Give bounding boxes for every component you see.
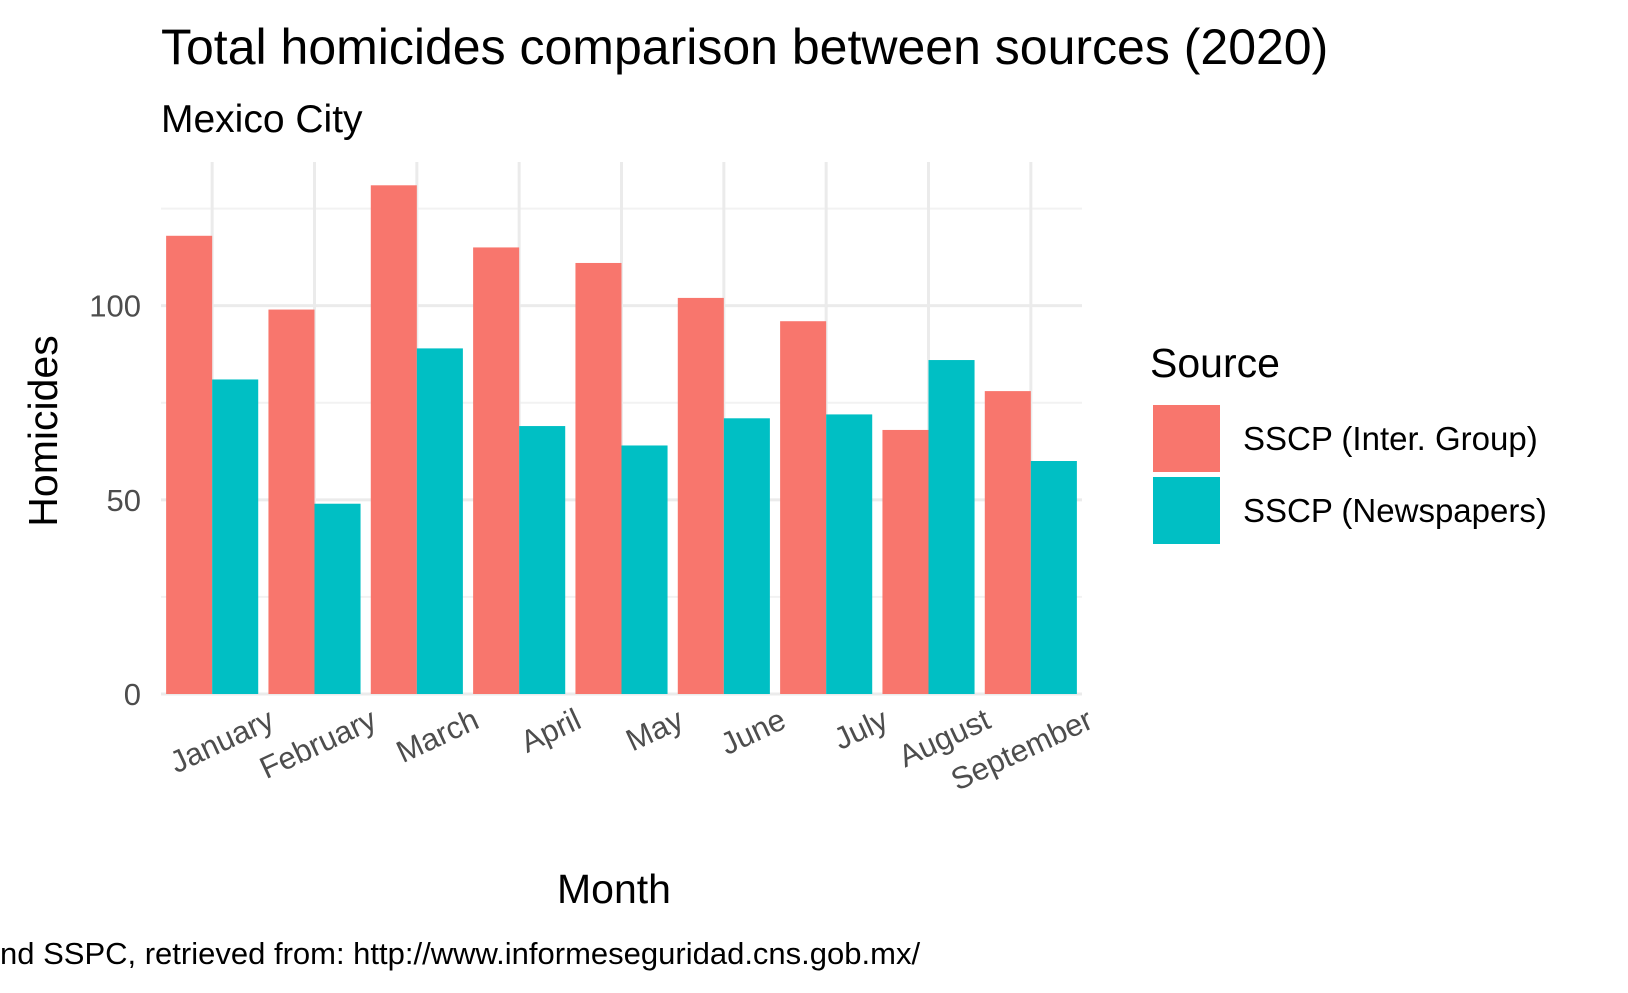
bar-april-series-1: SSCP (Inter. Group) — April: 115 bbox=[473, 247, 520, 694]
bar-june-series-2: SSCP (Newspapers) — June: 71 bbox=[723, 418, 770, 694]
bar-may-series-1: SSCP (Inter. Group) — May: 111 bbox=[575, 262, 622, 694]
y-tick-label: 50 bbox=[107, 483, 141, 518]
bar-september-series-1: SSCP (Inter. Group) — September: 78 bbox=[984, 391, 1031, 694]
chart-subtitle: Mexico City bbox=[161, 98, 363, 141]
bar-july-series-1: SSCP (Inter. Group) — July: 96 bbox=[780, 321, 827, 694]
x-tick-label: April bbox=[515, 702, 586, 760]
x-tick-label: May bbox=[621, 701, 689, 758]
legend: Source SSCP (Inter. Group) SSCP (Newspap… bbox=[1150, 340, 1547, 544]
bar-april-series-2: SSCP (Newspapers) — April: 69 bbox=[519, 426, 566, 694]
bar-september-series-2: SSCP (Newspapers) — September: 60 bbox=[1030, 461, 1077, 694]
legend-label-newspapers: SSCP (Newspapers) bbox=[1243, 492, 1547, 529]
bar-march-series-2: SSCP (Newspapers) — March: 89 bbox=[416, 348, 463, 694]
bar-august-series-2: SSCP (Newspapers) — August: 86 bbox=[928, 360, 975, 694]
x-tick-label: February bbox=[254, 701, 382, 785]
x-tick-label: June bbox=[715, 702, 791, 762]
legend-swatch-newspapers bbox=[1153, 477, 1220, 544]
chart-caption: nd SSPC, retrieved from: http://www.info… bbox=[0, 936, 920, 971]
x-tick-label: March bbox=[391, 702, 484, 770]
y-tick-label: 100 bbox=[89, 289, 141, 324]
y-axis-ticks: 0 50 100 bbox=[89, 289, 141, 712]
bar-august-series-1: SSCP (Inter. Group) — August: 68 bbox=[882, 429, 929, 694]
bar-june-series-1: SSCP (Inter. Group) — June: 102 bbox=[677, 297, 724, 694]
bar-january-series-2: SSCP (Newspapers) — January: 81 bbox=[212, 379, 259, 694]
bar-february-series-2: SSCP (Newspapers) — February: 49 bbox=[314, 503, 361, 694]
legend-title: Source bbox=[1150, 340, 1280, 386]
bars: SSCP (Inter. Group) — January: 118SSCP (… bbox=[166, 185, 1077, 695]
legend-label-inter-group: SSCP (Inter. Group) bbox=[1243, 420, 1538, 457]
bar-july-series-2: SSCP (Newspapers) — July: 72 bbox=[826, 414, 873, 694]
x-axis-title: Month bbox=[557, 866, 671, 912]
bar-may-series-2: SSCP (Newspapers) — May: 64 bbox=[621, 445, 668, 694]
y-axis-title: Homicides bbox=[20, 335, 66, 526]
chart-title: Total homicides comparison between sourc… bbox=[161, 19, 1328, 75]
x-tick-label: July bbox=[828, 701, 893, 756]
bar-february-series-1: SSCP (Inter. Group) — February: 99 bbox=[268, 309, 315, 694]
bar-january-series-1: SSCP (Inter. Group) — January: 118 bbox=[166, 235, 213, 695]
bar-march-series-1: SSCP (Inter. Group) — March: 131 bbox=[370, 185, 417, 695]
legend-swatch-inter-group bbox=[1153, 405, 1220, 472]
y-tick-label: 0 bbox=[124, 677, 141, 712]
